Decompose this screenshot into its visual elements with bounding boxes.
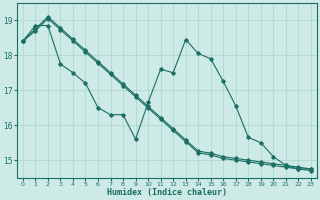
X-axis label: Humidex (Indice chaleur): Humidex (Indice chaleur) <box>107 188 227 197</box>
